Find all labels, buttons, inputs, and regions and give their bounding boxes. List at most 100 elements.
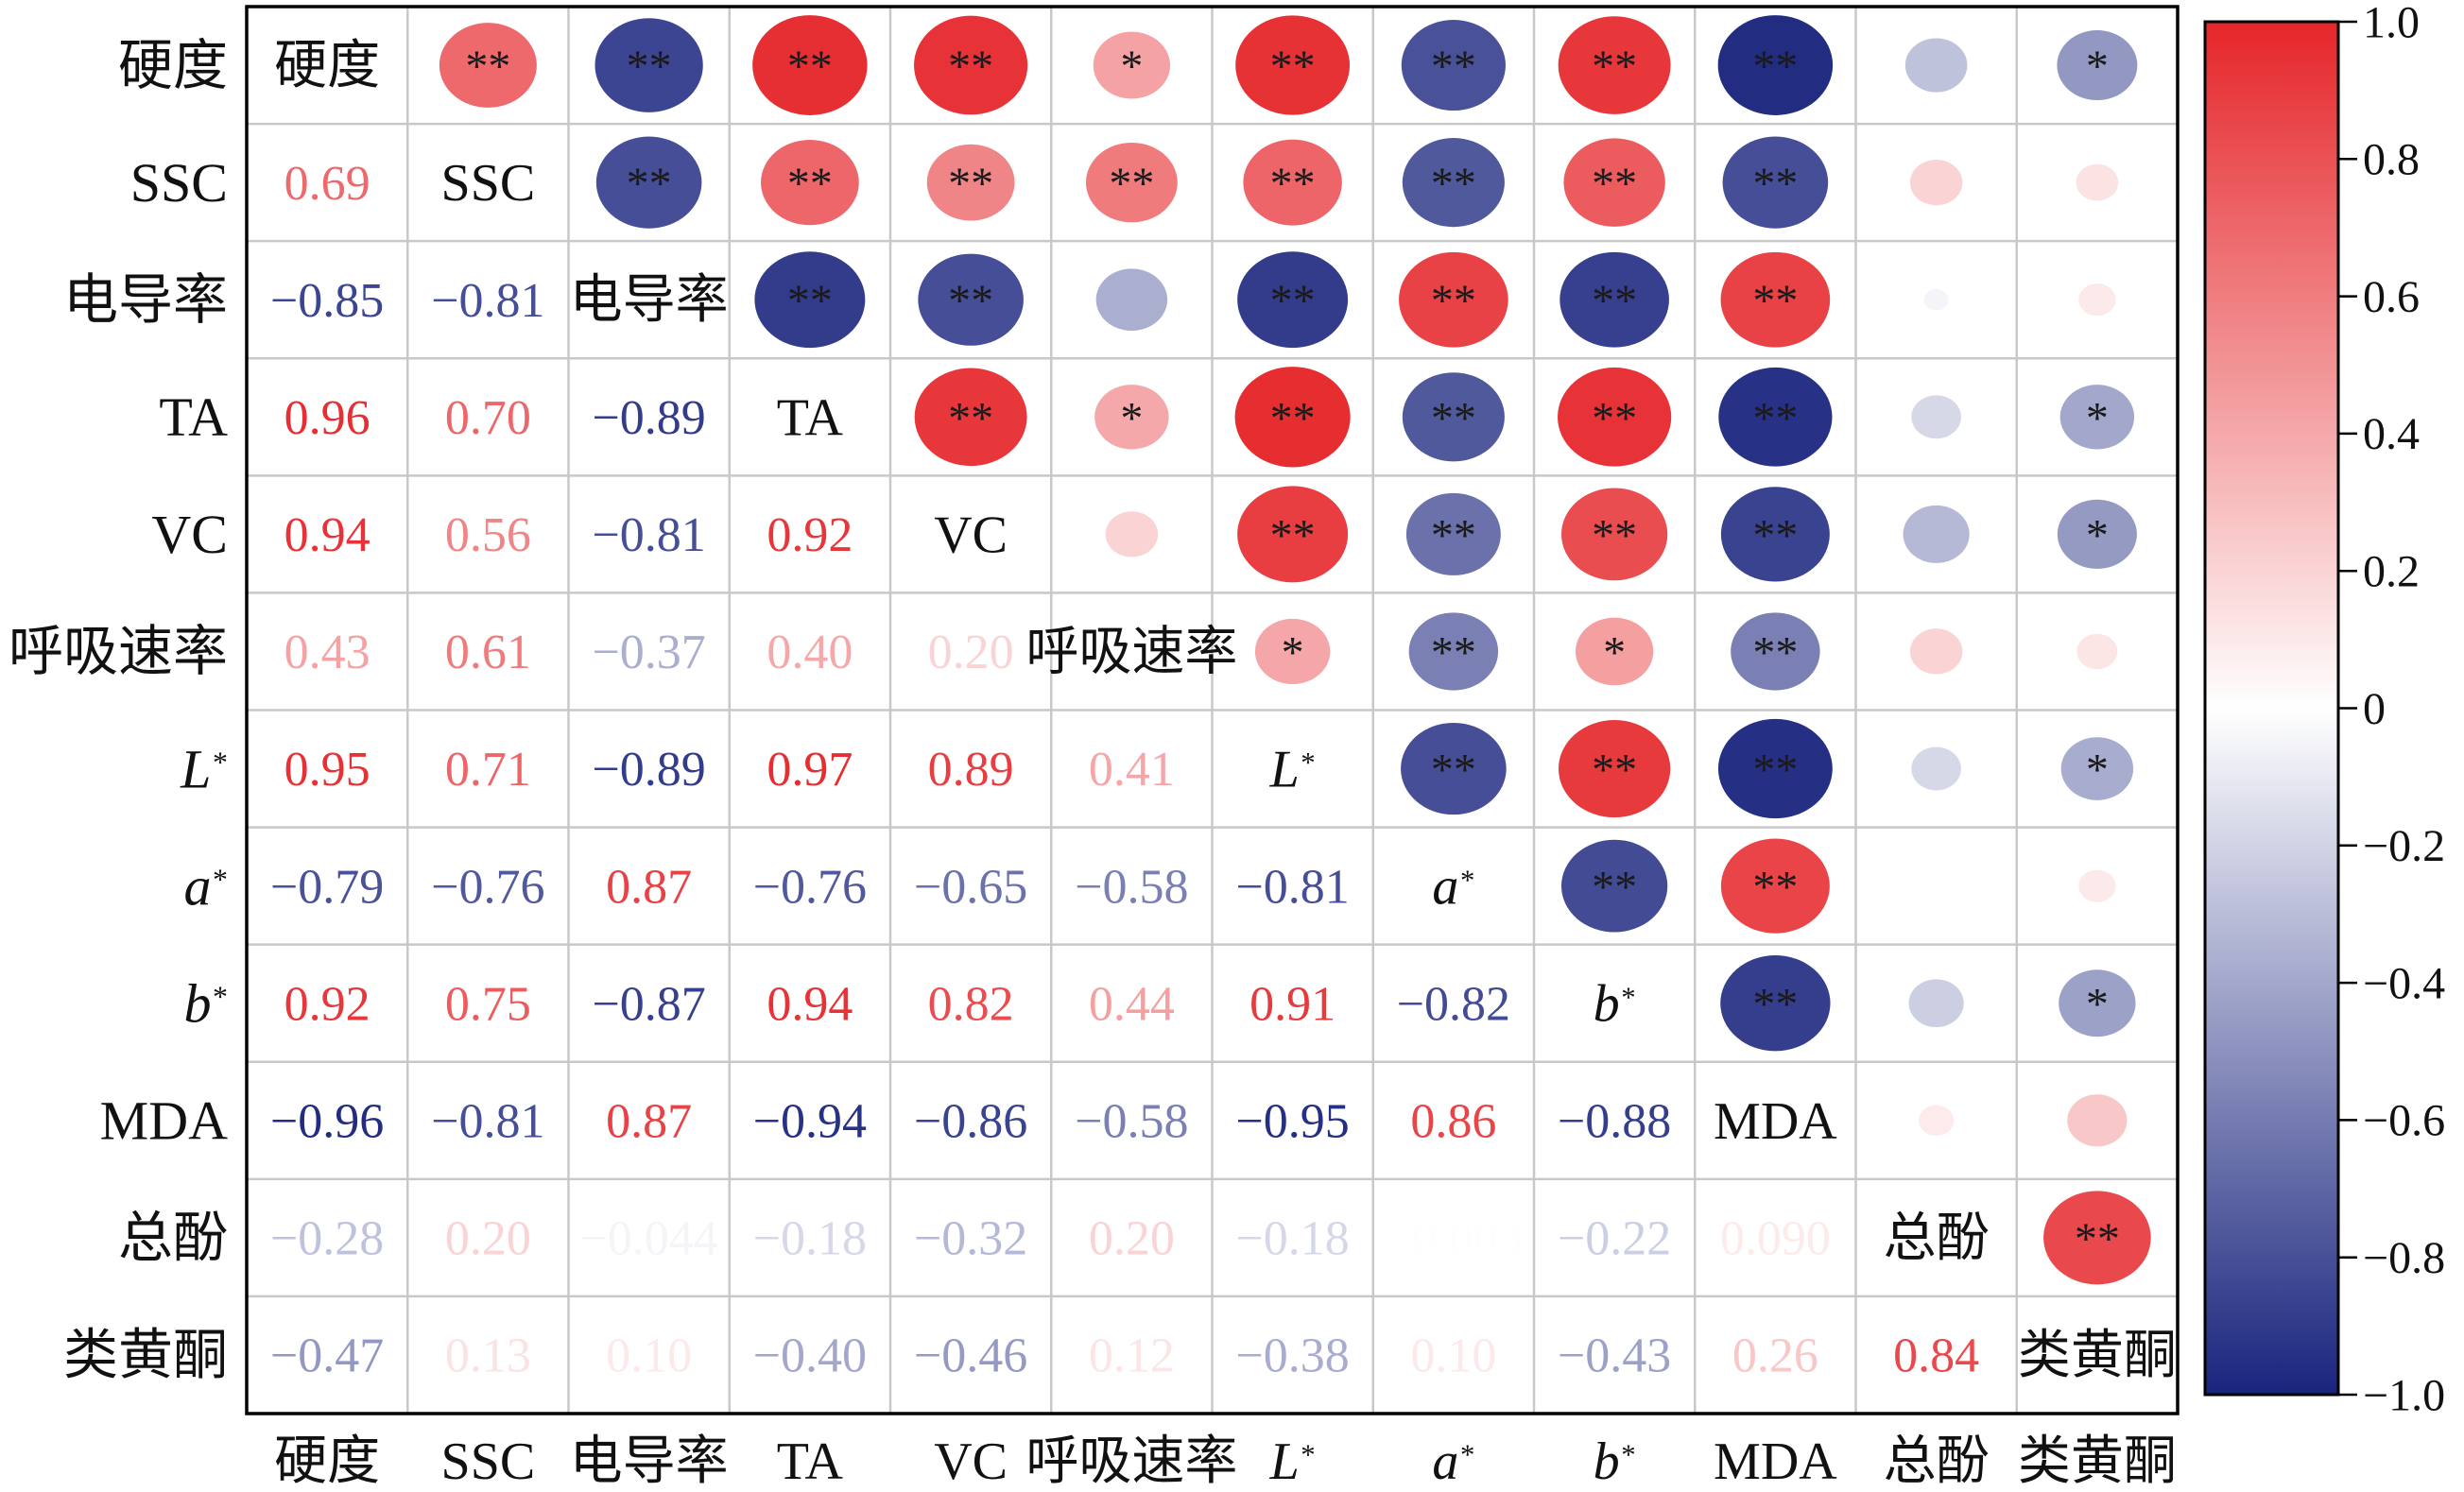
row-label-text: 电导率 (63, 269, 228, 331)
significance-stars: ** (1752, 393, 1798, 443)
significance-stars: ** (1431, 159, 1476, 209)
column-label: L* (1269, 1432, 1316, 1491)
correlation-circle (1718, 367, 1833, 467)
significance-stars: ** (1752, 276, 1798, 326)
column-label: 电导率 (570, 1432, 729, 1491)
coefficient-label: 0.96 (284, 391, 370, 445)
column-label-text: 硬度 (274, 1432, 380, 1491)
coefficient-label: 0.61 (445, 626, 531, 679)
coefficient-label: −0.95 (1235, 1094, 1349, 1148)
column-label: VC (934, 1432, 1008, 1491)
diagonal-label-text: L (1269, 741, 1300, 799)
coefficient-label: −0.82 (1397, 977, 1510, 1031)
row-label-text: 类黄酮 (63, 1325, 228, 1386)
diagonal-label-superscript: * (1460, 864, 1474, 896)
correlation-circle (1909, 628, 1963, 675)
significance-stars: ** (1431, 393, 1476, 443)
colorbar-tick-label: 0.2 (2363, 547, 2420, 597)
diagonal-label: 总酚 (1884, 1209, 1990, 1268)
significance-stars: * (1282, 627, 1304, 677)
column-label-text: b (1594, 1432, 1620, 1491)
significance-stars: ** (1752, 42, 1798, 92)
diagonal-label: 呼吸速率 (1025, 623, 1237, 681)
significance-stars: ** (1752, 510, 1798, 560)
correlation-circle (1720, 487, 1830, 582)
significance-stars: ** (1109, 159, 1154, 209)
colorbar-tick-label: −0.6 (2363, 1096, 2445, 1146)
coefficient-label: 0.89 (928, 743, 1014, 797)
coefficient-label: 0.92 (284, 977, 370, 1031)
correlation-circle (1243, 139, 1342, 226)
significance-stars: * (1603, 627, 1626, 677)
column-label: TA (777, 1432, 844, 1491)
coefficient-label: −0.003 (1385, 1212, 1523, 1266)
significance-stars: ** (1431, 627, 1476, 677)
colorbar-tick-label: −0.2 (2363, 821, 2445, 871)
significance-stars: ** (2075, 1214, 2120, 1264)
column-label-text: SSC (441, 1432, 536, 1491)
correlation-circle (1731, 612, 1820, 691)
correlation-circle (1234, 367, 1351, 468)
matrix-frame (245, 5, 2180, 1415)
row-label-text: TA (159, 386, 228, 448)
coefficient-label: −0.79 (270, 860, 384, 914)
row-label: 呼吸速率 (9, 621, 228, 682)
row-label-superscript: * (213, 980, 228, 1013)
row-label-text: b (183, 972, 211, 1034)
coefficient-label: −0.58 (1075, 1094, 1188, 1148)
coefficient-label: −0.65 (914, 860, 1027, 914)
coefficient-label: 0.44 (1089, 977, 1175, 1031)
column-label-superscript: * (1621, 1439, 1635, 1471)
significance-stars: * (2086, 510, 2109, 560)
coefficient-label: 0.10 (1410, 1329, 1496, 1383)
diagonal-label-text: TA (777, 388, 844, 447)
correlation-circle (914, 15, 1028, 115)
significance-stars: ** (1752, 159, 1798, 209)
coefficient-label: 0.97 (767, 743, 853, 797)
colorbar: 1.0 0.8 0.6 0.4 0.2 0 −0.2 −0.4 −0.6 −0.8 −1.0 (2203, 0, 2445, 1420)
column-label-text: L (1269, 1432, 1300, 1491)
correlation-circle (2067, 1094, 2128, 1147)
colorbar-tick-label: −1.0 (2363, 1370, 2445, 1420)
row-label-superscript: * (213, 863, 228, 896)
significance-stars: * (1120, 42, 1143, 92)
diagonal-label-superscript: * (1621, 981, 1635, 1013)
correlation-circle (2076, 163, 2119, 201)
coefficient-label: −0.22 (1558, 1212, 1671, 1266)
coefficient-label: 0.20 (445, 1212, 531, 1266)
column-label-text: 总酚 (1884, 1432, 1990, 1491)
correlation-circle (1903, 505, 1970, 563)
significance-stars: ** (1592, 746, 1637, 796)
column-label-superscript: * (1460, 1439, 1474, 1471)
correlation-circle (926, 144, 1015, 221)
row-label-superscript: * (213, 746, 228, 779)
coefficient-label: 0.94 (284, 508, 370, 562)
coefficient-label: 0.82 (928, 977, 1014, 1031)
column-label-text: 呼吸速率 (1025, 1432, 1237, 1491)
row-label-text: SSC (130, 152, 228, 214)
significance-stars: ** (627, 42, 672, 92)
correlation-circle (1558, 720, 1671, 818)
coefficient-label: −0.044 (579, 1212, 717, 1266)
row-label: a* (183, 855, 228, 917)
correlation-circle (1563, 138, 1665, 227)
diagonal-label-text: 呼吸速率 (1025, 623, 1237, 681)
diagonal-label: 电导率 (570, 271, 729, 330)
diagonal-label-text: 类黄酮 (2018, 1327, 2177, 1385)
coefficient-label: 0.40 (767, 626, 853, 679)
coefficient-label: −0.88 (1558, 1094, 1671, 1148)
significance-stars: ** (1431, 42, 1476, 92)
coefficient-label: −0.94 (753, 1094, 867, 1148)
significance-stars: ** (465, 42, 510, 92)
column-label-text: MDA (1714, 1432, 1837, 1491)
row-label: MDA (100, 1090, 228, 1152)
column-label: MDA (1714, 1432, 1837, 1491)
coefficient-label: −0.86 (914, 1094, 1027, 1148)
coefficient-label: 0.20 (928, 626, 1014, 679)
correlation-circle (1559, 251, 1669, 348)
column-label-text: VC (934, 1432, 1008, 1491)
coefficient-label: 0.13 (445, 1329, 531, 1383)
diagonal-label: MDA (1714, 1092, 1837, 1151)
coefficient-label: −0.81 (431, 274, 544, 328)
